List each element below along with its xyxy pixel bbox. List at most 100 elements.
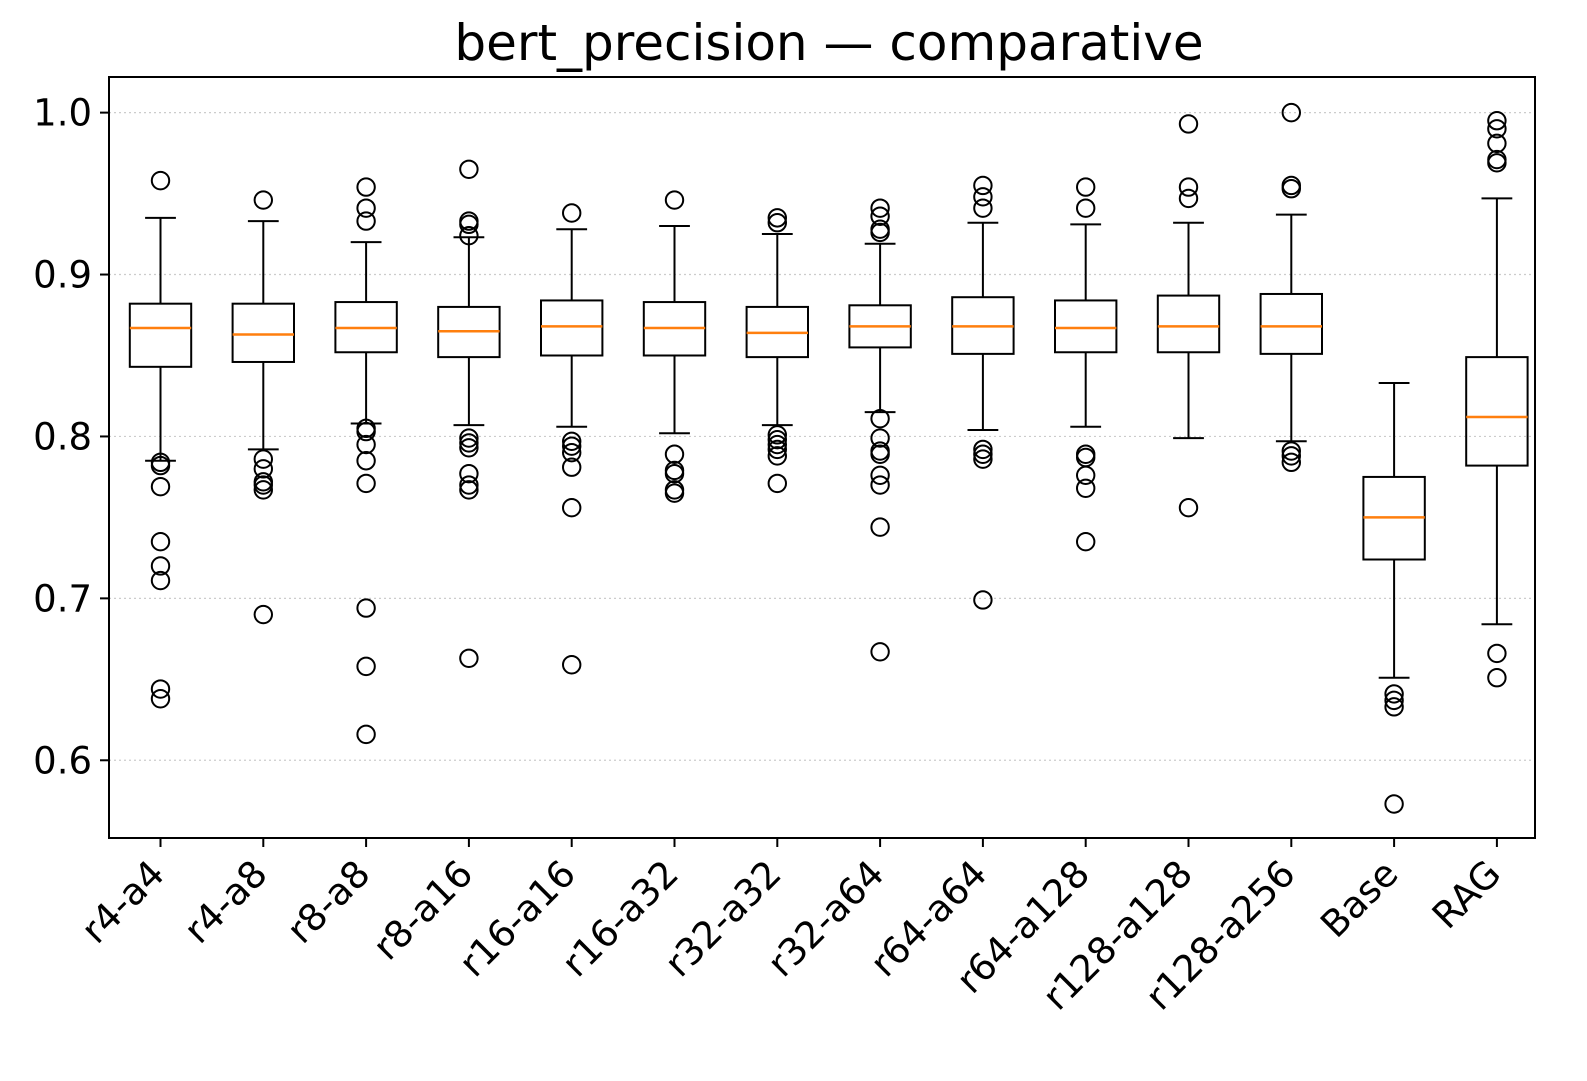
box-group — [745, 208, 809, 494]
chart-title: bert_precision — comparative — [454, 14, 1203, 72]
outlier-point — [870, 198, 890, 218]
x-tick-label: r4-a8 — [176, 852, 276, 952]
outlier-point — [767, 208, 787, 228]
outlier-point — [973, 590, 993, 610]
box-group — [437, 159, 501, 668]
outlier-point — [253, 449, 273, 469]
iqr-box — [1259, 292, 1323, 355]
outlier-point — [150, 556, 171, 576]
outlier-point — [1178, 114, 1199, 134]
outlier-point — [253, 190, 273, 210]
outlier-point — [1281, 179, 1302, 199]
outlier-point — [150, 476, 171, 497]
outlier-point — [459, 480, 479, 500]
outlier-point — [664, 463, 685, 484]
outlier-point — [767, 213, 787, 233]
grid-lines — [109, 112, 1535, 761]
outlier-point — [870, 222, 890, 243]
outlier-point — [356, 434, 376, 455]
outlier-point — [664, 483, 685, 503]
outlier-point — [459, 225, 479, 246]
outlier-point — [767, 446, 787, 466]
outlier-point — [356, 198, 376, 218]
outlier-point — [870, 408, 890, 429]
outlier-point — [870, 428, 890, 448]
outlier-point — [562, 497, 582, 518]
iqr-box — [1156, 294, 1221, 354]
iqr-box — [1054, 299, 1118, 354]
box-group — [1259, 102, 1323, 473]
box-group — [334, 177, 398, 745]
y-axis: 0.6 0.7 0.8 0.9 1.0 — [33, 92, 109, 782]
outlier-point — [870, 642, 890, 662]
boxes — [128, 102, 1529, 814]
outlier-point — [973, 439, 993, 460]
plot-area-frame — [108, 76, 1536, 839]
x-tick-label: r4-a4 — [73, 852, 173, 952]
outlier-point — [459, 648, 479, 668]
outlier-point — [870, 465, 890, 486]
outlier-point — [356, 451, 376, 471]
outlier-point — [1487, 111, 1507, 131]
outlier-point — [1281, 446, 1302, 466]
outlier-point — [870, 444, 890, 464]
outlier-point — [973, 187, 993, 207]
outlier-point — [150, 531, 171, 552]
outlier-point — [150, 570, 171, 591]
outlier-point — [253, 480, 273, 500]
outlier-point — [562, 431, 582, 452]
iqr-box — [540, 299, 604, 357]
outlier-point — [767, 429, 787, 450]
outlier-point — [459, 463, 479, 484]
outlier-point — [767, 473, 787, 494]
outlier-point — [1281, 102, 1302, 123]
x-axis: r4-a4 r4-a8 r8-a8r8-a16r16-a16r16-a32r32-a… — [73, 838, 1509, 1018]
y-tick-label: 0.9 — [33, 254, 92, 297]
outlier-point — [1487, 668, 1507, 688]
outlier-point — [767, 439, 787, 460]
outlier-point — [459, 214, 479, 235]
outlier-point — [1178, 497, 1199, 518]
outlier-point — [870, 517, 890, 537]
x-tick-label: Base — [1312, 852, 1406, 946]
y-tick-label: 0.8 — [33, 415, 92, 458]
box-group — [642, 190, 707, 503]
iqr-box — [1465, 356, 1529, 467]
outlier-point — [459, 475, 479, 495]
outlier-point — [1281, 441, 1302, 461]
outlier-point — [973, 175, 993, 196]
iqr-box — [128, 302, 193, 368]
y-tick-label: 0.7 — [33, 577, 92, 620]
box-group — [1054, 177, 1118, 552]
outlier-point — [767, 434, 787, 455]
x-tick-label: RAG — [1424, 852, 1509, 937]
outlier-point — [562, 457, 582, 477]
x-tick-label: r8-a8 — [279, 852, 379, 952]
outlier-point — [459, 159, 479, 179]
outlier-point — [562, 203, 582, 223]
outlier-point — [150, 689, 171, 709]
outlier-point — [1487, 153, 1507, 173]
outlier-point — [1384, 697, 1404, 717]
outlier-point — [1281, 452, 1302, 473]
outlier-point — [356, 598, 376, 618]
box-group — [231, 190, 296, 625]
outlier-point — [356, 656, 376, 677]
outlier-point — [1076, 198, 1096, 218]
outlier-point — [562, 655, 582, 675]
outlier-point — [1076, 465, 1096, 486]
box-group — [951, 175, 1015, 610]
y-tick-label: 0.6 — [33, 739, 92, 782]
outlier-point — [459, 428, 479, 448]
outlier-point — [150, 679, 171, 699]
outlier-point — [1384, 794, 1404, 814]
outlier-point — [1487, 133, 1507, 154]
outlier-point — [664, 190, 685, 210]
outlier-point — [356, 177, 376, 197]
outlier-point — [870, 475, 890, 495]
outlier-point — [356, 211, 376, 231]
outlier-point — [1178, 188, 1199, 209]
box-group — [540, 203, 604, 675]
outlier-point — [253, 475, 273, 495]
outlier-point — [870, 206, 890, 226]
